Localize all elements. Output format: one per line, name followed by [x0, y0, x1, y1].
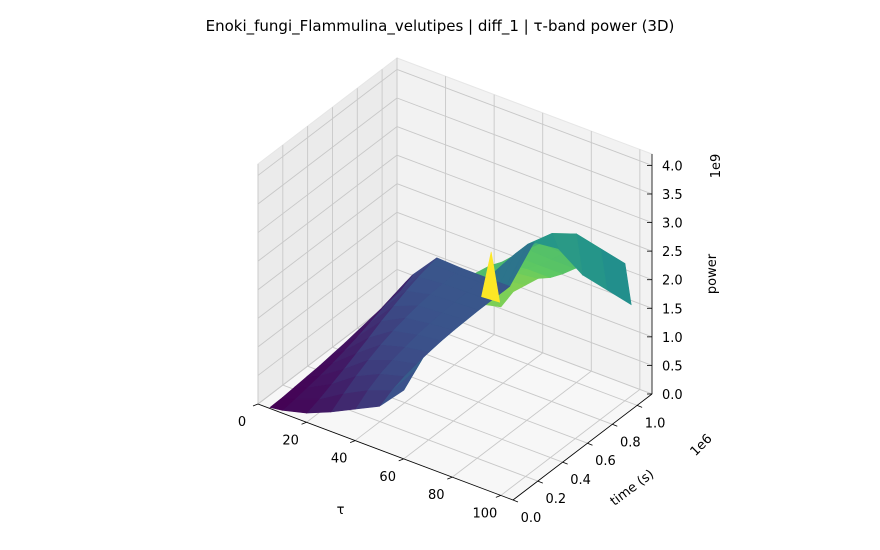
gridline-z-back [396, 240, 653, 338]
gridline-x-floor [354, 334, 495, 441]
y-tick-mark [537, 480, 543, 484]
y-tick-mark [587, 442, 593, 446]
y-tick-label: 0.0 [521, 511, 542, 526]
x-tick-mark [301, 421, 307, 425]
y-tick-mark [612, 423, 618, 427]
gridline-x-floor [403, 352, 543, 460]
y-tick-mark [636, 404, 643, 408]
gridline-z-back [396, 154, 653, 252]
x-tick-label: 80 [428, 488, 445, 503]
surface-patch [394, 274, 413, 297]
x-tick-label: 60 [379, 470, 396, 485]
x-tick-mark [349, 440, 356, 443]
z-tick-label: 1.5 [662, 302, 683, 317]
x-tick-label: 0 [238, 415, 246, 430]
surface-peak-patch [481, 251, 501, 303]
x-tick-label: 20 [282, 433, 299, 448]
z-tick-label: 3.5 [662, 188, 683, 203]
x-tick-mark [398, 458, 404, 462]
y-tick-label: 0.2 [545, 492, 566, 507]
gridline-z-left [257, 269, 398, 376]
x-tick-label: 100 [472, 506, 497, 521]
z-tick-label: 2.5 [662, 245, 683, 260]
y-tick-mark [562, 461, 568, 465]
x-axis-line [257, 403, 514, 501]
z-tick-label: 3.0 [662, 217, 683, 232]
y-axis-label: time (s) [608, 467, 657, 509]
gridline-x-floor [500, 389, 641, 496]
gridline-z-left [257, 183, 398, 291]
x-tick-mark [495, 495, 502, 498]
y-tick-label: 0.6 [595, 454, 616, 469]
z-axis-offset-text: 1e9 [709, 154, 724, 179]
gridline-z-back [396, 97, 653, 195]
z-tick-label: 0.0 [662, 388, 683, 403]
z-axis-label: power [705, 253, 720, 294]
y-axis-line [512, 393, 653, 501]
x-tick-label: 40 [331, 452, 348, 467]
z-tick-label: 4.0 [662, 159, 683, 174]
y-tick-mark [512, 499, 519, 503]
chart-title: Enoki_fungi_Flammulina_velutipes | diff_… [206, 17, 675, 36]
gridline-z-left [257, 211, 398, 319]
z-tick-label: 0.5 [662, 359, 683, 374]
gridline-z-left [257, 240, 398, 348]
y-tick-label: 0.8 [620, 435, 641, 450]
gridline-z-back [396, 126, 653, 223]
x-tick-mark [252, 403, 259, 407]
z-tick-label: 1.0 [662, 331, 683, 346]
y-tick-label: 1.0 [645, 416, 666, 431]
gridline-z-left [257, 126, 398, 233]
gridline-z-left [257, 69, 398, 176]
y-axis-offset-text: 1e6 [688, 432, 716, 460]
gridline-z-back [396, 69, 653, 166]
x-tick-mark [447, 476, 453, 480]
z-tick-label: 2.0 [662, 274, 683, 289]
y-tick-label: 0.4 [570, 473, 591, 488]
gridline-x-floor [452, 370, 592, 478]
x-axis-label: τ [337, 503, 345, 518]
surface-plot [269, 233, 632, 414]
gridline-z-left [257, 154, 398, 262]
gridline-z-left [257, 97, 398, 205]
